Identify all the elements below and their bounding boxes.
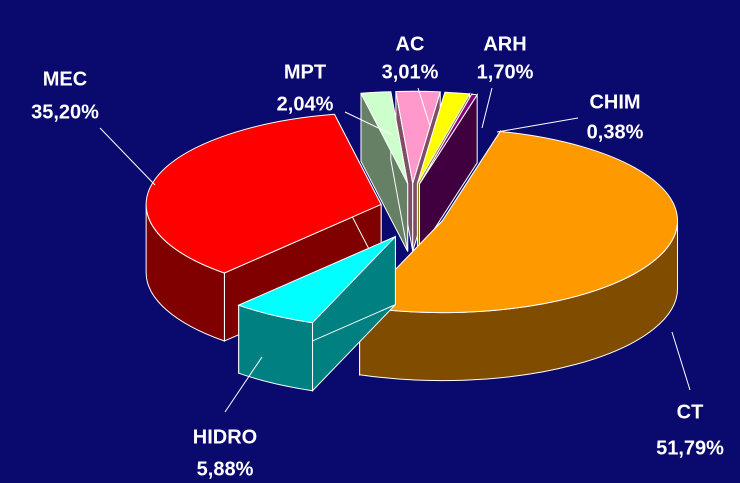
slice-value-label: 51,79% [656,437,724,459]
slice [419,93,479,185]
leader-line [481,87,493,129]
slice-value-label: 1,70% [477,61,534,83]
slice-value-label: 35,20% [31,101,99,123]
slice [395,90,441,184]
slice-label: AC [396,33,425,55]
leader-line [99,127,156,186]
leader-line [417,87,431,127]
slice [416,91,471,184]
leader-line [344,111,394,136]
leader-line [496,117,579,133]
slice-value-label: 5,88% [197,458,254,480]
leader-line [671,331,691,391]
slice [145,113,382,274]
slice-value-label: 0,38% [587,121,644,143]
slice-value-label: 2,04% [277,93,334,115]
slice-label: MPT [284,61,326,83]
slice-label: HIDRO [193,426,257,448]
slice-label: ARH [483,33,526,55]
slice-label: MEC [43,68,87,90]
leader-line [224,356,263,413]
slice [358,130,678,314]
slice-value-label: 3,01% [382,61,439,83]
slice [360,91,409,184]
slice-label: CHIM [589,91,640,113]
slice [237,236,396,324]
slice-label: CT [677,401,704,423]
